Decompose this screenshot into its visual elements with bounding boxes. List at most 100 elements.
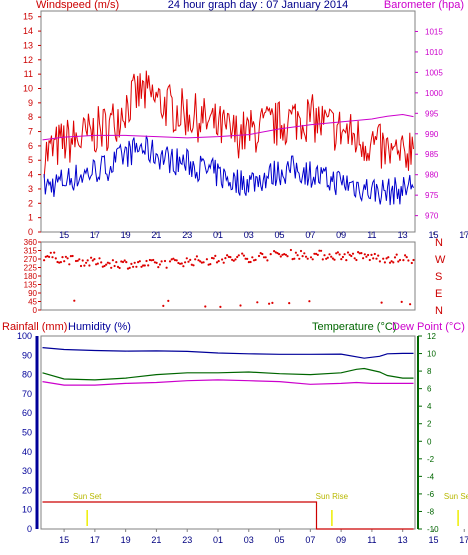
wind-direction-point	[284, 253, 287, 256]
wind-direction-point	[49, 251, 52, 254]
wind-y-tick-label: 15	[23, 12, 33, 22]
wind-direction-point	[377, 254, 380, 257]
temp-y-tick-label: 2	[427, 420, 432, 429]
wind-direction-point	[348, 253, 351, 256]
wind-direction-point	[85, 261, 88, 264]
wind-direction-point	[331, 257, 334, 260]
wind-direction-point	[404, 254, 407, 257]
temperature-label: Temperature (°C)	[312, 321, 396, 333]
dir-y-tick-label: 315	[24, 247, 38, 256]
wind-direction-point	[301, 255, 304, 258]
wind-direction-point	[194, 258, 197, 261]
wind-direction-point	[91, 259, 94, 262]
wind-direction-point	[362, 257, 365, 260]
compass-label: N	[435, 237, 443, 249]
dir-y-tick-label: 90	[28, 289, 37, 298]
wind-direction-point	[46, 255, 49, 258]
temp-y-tick-label: 6	[427, 385, 432, 394]
x-tick-label: 23	[182, 230, 192, 240]
wind-direction-point	[291, 258, 294, 261]
wind-direction-point	[53, 251, 56, 254]
wind-direction-point	[180, 262, 183, 265]
dewpoint-label: Dew Point (°C)	[392, 321, 465, 333]
wind-direction-point	[219, 305, 222, 308]
wind-direction-point	[249, 260, 252, 264]
wind-direction-point	[63, 260, 66, 263]
wind-direction-point	[224, 257, 227, 260]
temp-y-tick-label: 4	[427, 402, 432, 411]
wind-direction-point	[130, 262, 133, 265]
wind-direction-point	[365, 255, 368, 258]
wind-direction-point	[69, 255, 72, 258]
wind-direction-point	[128, 266, 131, 269]
rain-y-tick-label: 100	[17, 331, 32, 341]
wind-direction-point	[153, 261, 156, 264]
wind-direction-point	[185, 257, 188, 260]
wind-direction-point	[187, 260, 190, 263]
temp-y-tick-label: -8	[427, 507, 435, 516]
windspeed-label: Windspeed (m/s)	[36, 0, 119, 11]
wind-direction-point	[343, 253, 346, 256]
wind-direction-point	[351, 252, 355, 255]
dewpoint-line	[42, 379, 414, 386]
wind-y-tick-label: 13	[23, 40, 33, 50]
wind-direction-point	[247, 261, 250, 264]
barometer-label: Barometer (hpa)	[384, 0, 464, 11]
wind-direction-point	[175, 259, 178, 262]
compass-label: E	[435, 288, 442, 300]
wind-y-tick-label: 8	[28, 112, 33, 122]
wind-direction-point	[88, 264, 91, 267]
wind-direction-point	[167, 299, 170, 302]
rain-y-tick-label: 80	[22, 370, 32, 380]
x-tick-label: 17	[459, 535, 468, 545]
wind-direction-point	[179, 262, 182, 265]
wind-direction-point	[101, 265, 104, 268]
wind-direction-point	[120, 260, 123, 263]
wind-direction-point	[338, 253, 341, 256]
wind-direction-point	[412, 258, 415, 262]
wind-direction-point	[274, 251, 277, 254]
wind-direction-point	[182, 265, 185, 268]
sun-event-label: Sun Set	[444, 492, 468, 501]
wind-direction-point	[309, 256, 313, 259]
wind-direction-point	[333, 258, 336, 261]
wind-direction-point	[236, 255, 239, 259]
wind-direction-point	[68, 263, 71, 266]
wind-direction-point	[54, 257, 57, 260]
wind-direction-point	[382, 257, 385, 260]
wind-direction-point	[328, 253, 331, 256]
wind-direction-point	[392, 261, 395, 264]
wind-direction-point	[227, 255, 230, 258]
rain-y-tick-label: 40	[22, 447, 32, 457]
wind-direction-point	[232, 259, 235, 262]
wind-direction-point	[138, 260, 141, 263]
humidity-label: Humidity (%)	[68, 321, 131, 333]
wind-direction-point	[256, 301, 259, 304]
wind-direction-point	[165, 266, 168, 269]
temperature-line	[42, 367, 414, 381]
baro-y-tick-label: 975	[425, 191, 439, 200]
wind-direction-point	[76, 259, 79, 262]
wind-direction-point	[116, 265, 120, 268]
x-tick-label: 19	[121, 535, 131, 545]
wind-direction-point	[142, 264, 145, 267]
wind-direction-point	[405, 256, 408, 259]
x-tick-label: 21	[151, 230, 161, 240]
wind-direction-point	[108, 262, 111, 265]
wind-direction-point	[320, 249, 323, 252]
wind-y-tick-label: 3	[28, 184, 33, 194]
wind-direction-point	[93, 258, 96, 261]
series-layer	[42, 70, 414, 530]
wind-direction-point	[370, 253, 373, 256]
wind-direction-point	[195, 255, 198, 258]
x-tick-label: 17	[459, 230, 468, 240]
wind-direction-point	[244, 257, 247, 260]
wind-direction-point	[66, 257, 69, 260]
wind-direction-point	[132, 265, 135, 268]
wind-direction-point	[367, 253, 370, 257]
wind-direction-point	[222, 261, 225, 264]
wind-direction-point	[73, 299, 76, 302]
rain-y-tick-label: 90	[22, 350, 32, 360]
baro-y-tick-label: 995	[425, 109, 439, 118]
compass-label: W	[435, 254, 446, 266]
